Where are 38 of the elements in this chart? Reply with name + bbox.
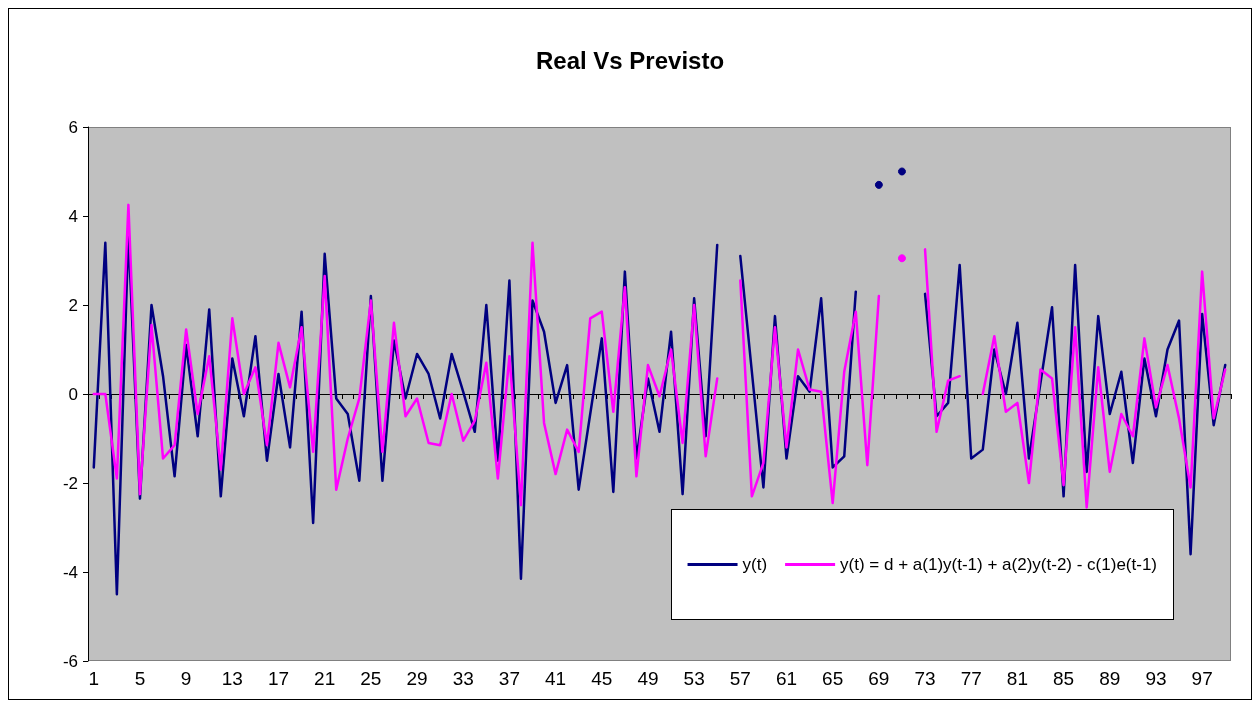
x-tick-label: 85 bbox=[1053, 668, 1075, 689]
point bbox=[897, 254, 906, 263]
x-tick-label: 33 bbox=[452, 668, 474, 689]
point bbox=[874, 180, 883, 189]
y-tick-label: 0 bbox=[68, 384, 78, 404]
x-tick-label: 53 bbox=[683, 668, 705, 689]
x-tick-label: 77 bbox=[960, 668, 982, 689]
x-tick-label: 49 bbox=[637, 668, 659, 689]
legend-label: y(t) = d + a(1)y(t-1) + a(2)y(t-2) - c(1)e(t-1) bbox=[840, 555, 1158, 574]
x-tick-label: 81 bbox=[1006, 668, 1028, 689]
x-tick-label: 25 bbox=[360, 668, 382, 689]
y-tick-label: 2 bbox=[68, 295, 78, 315]
y-tick-label: -2 bbox=[62, 473, 78, 493]
x-tick-label: 57 bbox=[729, 668, 751, 689]
x-tick-label: 73 bbox=[914, 668, 936, 689]
x-tick-label: 93 bbox=[1145, 668, 1167, 689]
y-tick-label: -6 bbox=[62, 651, 78, 671]
x-tick-label: 45 bbox=[591, 668, 613, 689]
x-tick-label: 1 bbox=[88, 668, 100, 689]
point bbox=[897, 167, 906, 176]
x-tick-label: 37 bbox=[498, 668, 520, 689]
x-tick-label: 65 bbox=[822, 668, 844, 689]
x-tick-label: 69 bbox=[868, 668, 890, 689]
x-tick-label: 89 bbox=[1099, 668, 1121, 689]
x-tick-label: 13 bbox=[221, 668, 243, 689]
y-tick-label: -4 bbox=[62, 562, 78, 582]
chart-title: Real Vs Previsto bbox=[535, 46, 725, 74]
x-tick-label: 21 bbox=[314, 668, 336, 689]
y-tick-label: 4 bbox=[68, 206, 78, 226]
x-tick-label: 97 bbox=[1191, 668, 1213, 689]
x-tick-label: 5 bbox=[134, 668, 146, 689]
legend-label: y(t) bbox=[742, 555, 768, 574]
x-tick-label: 9 bbox=[180, 668, 192, 689]
x-tick-label: 41 bbox=[545, 668, 567, 689]
x-tick-label: 29 bbox=[406, 668, 428, 689]
x-tick-label: 61 bbox=[775, 668, 798, 689]
y-tick-label: 6 bbox=[68, 117, 78, 137]
x-tick-label: 17 bbox=[267, 668, 290, 689]
